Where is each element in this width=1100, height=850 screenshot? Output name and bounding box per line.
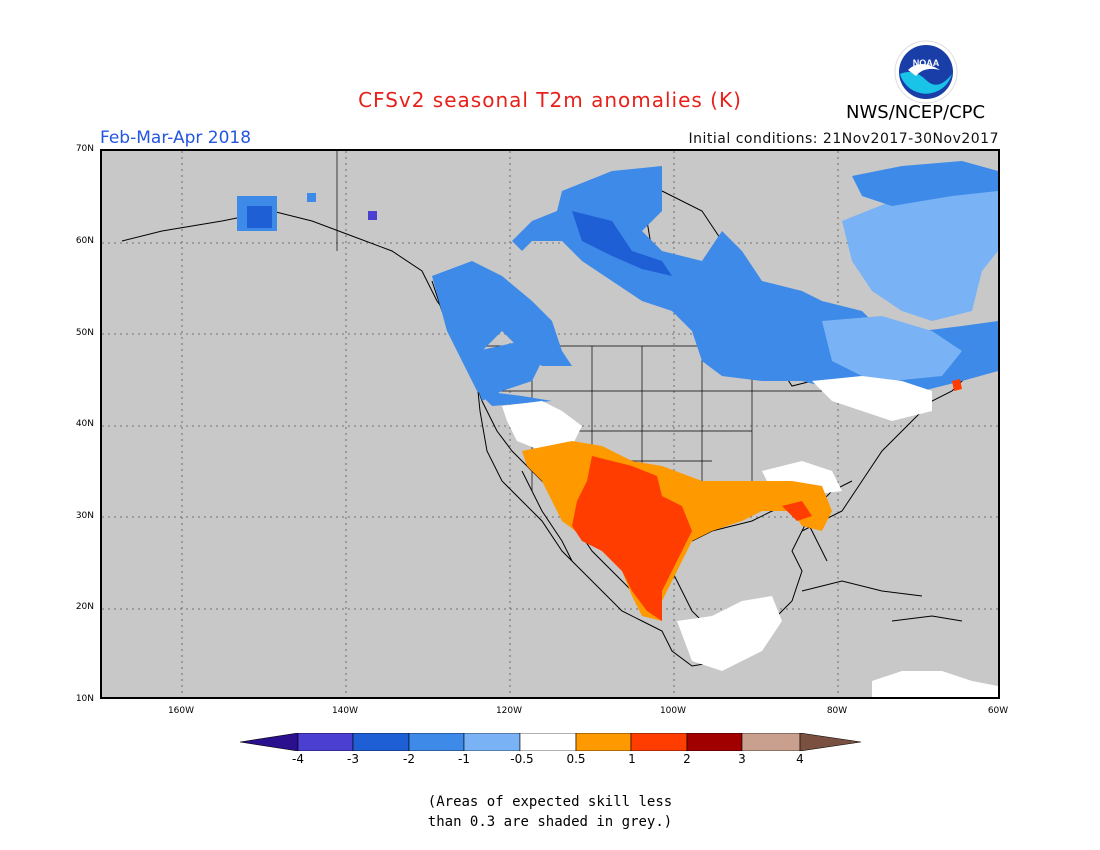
- colorbar-segment: [408, 733, 465, 751]
- colorbar-segment: [630, 733, 688, 751]
- anomaly-patch: [677, 596, 782, 671]
- colorbar-segment: [519, 733, 577, 751]
- colorbar-segment: [799, 733, 862, 751]
- colorbar-label: 3: [738, 752, 746, 766]
- anomaly-patch: [572, 456, 692, 621]
- lon-label: 100W: [659, 706, 687, 716]
- skill-note-line-2: than 0.3 are shaded in grey.): [427, 814, 673, 830]
- colorbar-segment: [297, 733, 354, 751]
- lat-label: 50N: [75, 328, 94, 338]
- initial-conditions: Initial conditions: 21Nov2017-30Nov2017: [688, 131, 999, 147]
- colorbar-label: 1: [628, 752, 636, 766]
- anomaly-patch: [872, 671, 998, 697]
- colorbar-label: -0.5: [510, 752, 534, 766]
- colorbar-segment: [575, 733, 632, 751]
- colorbar-segment: [463, 733, 521, 751]
- caribbean-outline: [801, 580, 963, 622]
- colorbar-label: 2: [683, 752, 691, 766]
- lat-label: 40N: [75, 419, 94, 429]
- skill-note: (Areas of expected skill less than 0.3 a…: [0, 792, 1100, 832]
- anomaly-patch: [307, 193, 316, 202]
- colorbar-segment: [741, 733, 801, 751]
- lat-label: 30N: [75, 511, 94, 521]
- anomaly-patch: [952, 379, 962, 391]
- forecast-period: Feb-Mar-Apr 2018: [100, 128, 252, 148]
- agency-label: NWS/NCEP/CPC: [846, 102, 986, 123]
- anomaly-patch: [477, 341, 542, 401]
- colorbar-label: -2: [403, 752, 415, 766]
- map-panel: [100, 149, 1000, 699]
- lon-label: 60W: [987, 706, 1009, 716]
- colorbar-label: -1: [458, 752, 470, 766]
- lat-label: 70N: [75, 144, 94, 154]
- colorbar-segment: [686, 733, 743, 751]
- lon-label: 160W: [167, 706, 195, 716]
- anomaly-patch: [368, 211, 377, 220]
- chart-title: CFSv2 seasonal T2m anomalies (K): [358, 88, 742, 112]
- map-canvas: [102, 151, 998, 697]
- colorbar-label: 0.5: [566, 752, 586, 766]
- anomaly-patch: [842, 181, 998, 321]
- colorbar-label: 4: [796, 752, 804, 766]
- colorbar-segment: [352, 733, 410, 751]
- lat-label: 20N: [75, 602, 94, 612]
- colorbar-label: -4: [292, 752, 304, 766]
- colorbar-label: -3: [347, 752, 359, 766]
- anomaly-patch: [572, 211, 672, 276]
- noaa-logo: NOAA: [894, 40, 958, 104]
- lon-label: 80W: [826, 706, 848, 716]
- lat-label: 60N: [75, 236, 94, 246]
- skill-note-line-1: (Areas of expected skill less: [427, 794, 673, 810]
- anomaly-patch: [852, 161, 998, 206]
- lon-label: 140W: [331, 706, 359, 716]
- anomaly-patch: [432, 261, 572, 406]
- svg-text:NOAA: NOAA: [913, 58, 940, 68]
- lon-label: 120W: [495, 706, 523, 716]
- lat-label: 10N: [75, 694, 94, 704]
- anomaly-patch: [782, 501, 812, 521]
- colorbar: [240, 733, 862, 751]
- anomaly-patch: [502, 401, 582, 451]
- anomaly-patch: [247, 206, 272, 228]
- colorbar-segment: [240, 733, 299, 751]
- anomaly-patch: [812, 376, 932, 421]
- anomaly-patch: [822, 316, 962, 381]
